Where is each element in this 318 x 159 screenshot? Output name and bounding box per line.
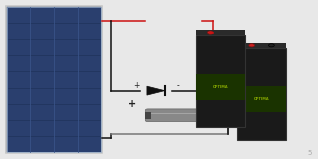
Text: OPTIMA: OPTIMA (212, 85, 228, 89)
Text: +: + (134, 81, 140, 90)
Bar (6, 94, 102, 101)
Bar (145, 112, 151, 119)
Bar (6, 109, 102, 116)
Bar (196, 35, 245, 127)
Bar (6, 6, 102, 153)
Bar (196, 112, 202, 119)
Ellipse shape (249, 44, 254, 47)
Text: -: - (177, 81, 179, 90)
Bar (237, 86, 286, 112)
Text: -: - (210, 99, 213, 109)
Bar (196, 30, 245, 35)
Ellipse shape (268, 44, 274, 47)
Bar (6, 6, 102, 153)
Bar (6, 87, 102, 94)
Bar (6, 50, 102, 58)
Bar (6, 145, 102, 153)
Bar (6, 36, 102, 43)
Bar (6, 28, 102, 36)
Bar (237, 48, 286, 140)
Bar (6, 101, 102, 109)
Bar (6, 6, 102, 14)
Bar (6, 72, 102, 80)
Bar (6, 21, 102, 28)
Bar (7, 7, 101, 152)
Bar (237, 43, 286, 48)
Bar (5, 6, 103, 153)
Polygon shape (147, 86, 165, 95)
Bar (6, 131, 102, 138)
FancyBboxPatch shape (145, 109, 201, 122)
Bar (196, 74, 245, 100)
Bar (6, 43, 102, 50)
Bar (6, 123, 102, 131)
Bar (6, 58, 102, 65)
Ellipse shape (208, 31, 213, 34)
Bar (6, 138, 102, 145)
Bar (6, 116, 102, 123)
Text: +: + (128, 99, 136, 109)
Bar (6, 80, 102, 87)
Bar (6, 14, 102, 21)
Bar (6, 65, 102, 72)
Text: 5: 5 (307, 150, 312, 156)
Text: OPTIMA: OPTIMA (254, 97, 269, 101)
